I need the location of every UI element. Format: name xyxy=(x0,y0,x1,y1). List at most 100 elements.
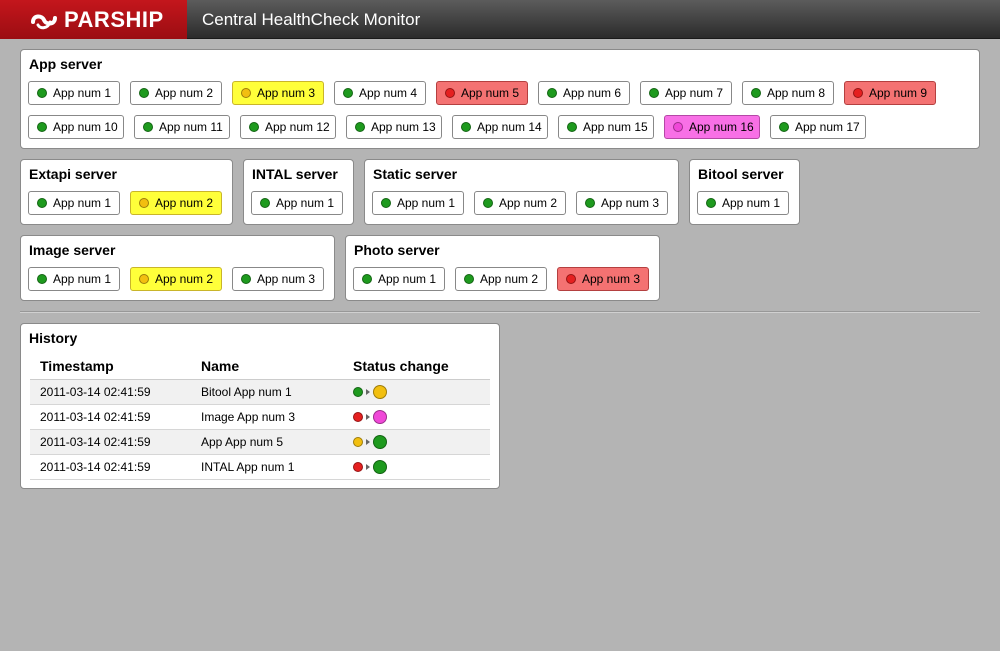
app-status-chip[interactable]: App num 16 xyxy=(664,115,760,139)
app-status-chip[interactable]: App num 13 xyxy=(346,115,442,139)
app-label: App num 9 xyxy=(869,86,928,100)
arrow-right-icon xyxy=(366,388,370,395)
photo-server-panel: Photo server App num 1 App num 2 App num 3 xyxy=(345,235,660,301)
panel-title: INTAL server xyxy=(252,166,338,182)
app-status-chip[interactable]: App num 1 xyxy=(28,191,120,215)
app-status-chip[interactable]: App num 8 xyxy=(742,81,834,105)
app-status-chip[interactable]: App num 15 xyxy=(558,115,654,139)
app-status-chip[interactable]: App num 12 xyxy=(240,115,336,139)
app-label: App num 11 xyxy=(159,120,223,134)
status-ok-icon xyxy=(143,122,153,132)
app-status-chip[interactable]: App num 2 xyxy=(130,191,222,215)
app-label: App num 15 xyxy=(583,120,648,134)
history-table: Timestamp Name Status change 2011-03-14 … xyxy=(30,353,490,480)
app-status-chip[interactable]: App num 10 xyxy=(28,115,124,139)
panel-title: History xyxy=(29,330,78,346)
bitool-server-panel: Bitool server App num 1 xyxy=(689,159,800,225)
app-label: App num 12 xyxy=(265,120,330,134)
panel-title: App server xyxy=(29,56,103,72)
status-ok-icon xyxy=(779,122,789,132)
app-label: App num 10 xyxy=(53,120,118,134)
status-ok-icon xyxy=(353,386,363,397)
app-label: App num 2 xyxy=(499,196,558,210)
table-row: 2011-03-14 02:41:59 Bitool App num 1 xyxy=(30,379,490,405)
table-row: 2011-03-14 02:41:59 Image App num 3 xyxy=(30,404,490,430)
parship-logo-icon xyxy=(31,14,57,29)
status-ok-icon xyxy=(373,459,387,474)
app-label: App num 2 xyxy=(155,272,214,286)
app-label: App num 1 xyxy=(276,196,335,210)
app-status-chip[interactable]: App num 4 xyxy=(334,81,426,105)
app-label: App num 1 xyxy=(53,86,112,100)
status-pink-icon xyxy=(373,409,387,424)
status-error-icon xyxy=(853,88,863,98)
app-status-chip[interactable]: App num 2 xyxy=(455,267,547,291)
app-label: App num 2 xyxy=(155,86,214,100)
app-label: App num 7 xyxy=(665,86,724,100)
app-label: App num 4 xyxy=(359,86,418,100)
app-status-chip[interactable]: App num 3 xyxy=(232,81,324,105)
app-status-chip[interactable]: App num 1 xyxy=(697,191,789,215)
status-ok-icon xyxy=(461,122,471,132)
app-status-chip[interactable]: App num 2 xyxy=(130,267,222,291)
app-label: App num 3 xyxy=(257,86,316,100)
app-label: App num 2 xyxy=(155,196,214,210)
status-change-cell xyxy=(343,454,490,480)
app-label: App num 14 xyxy=(477,120,542,134)
app-label: App num 6 xyxy=(563,86,622,100)
app-status-chip[interactable]: App num 9 xyxy=(844,81,936,105)
status-pink-icon xyxy=(673,122,683,132)
header-bar: PARSHIP Central HealthCheck Monitor xyxy=(0,0,1000,39)
arrow-right-icon xyxy=(366,463,370,470)
app-status-chip[interactable]: App num 1 xyxy=(28,81,120,105)
app-status-chip[interactable]: App num 11 xyxy=(134,115,230,139)
app-status-chip[interactable]: App num 17 xyxy=(770,115,866,139)
app-status-chip[interactable]: App num 14 xyxy=(452,115,548,139)
status-ok-icon xyxy=(260,198,270,208)
table-row: 2011-03-14 02:41:59 App App num 5 xyxy=(30,429,490,455)
column-header-timestamp: Timestamp xyxy=(30,353,191,380)
name-cell: INTAL App num 1 xyxy=(191,454,343,480)
app-status-chip[interactable]: App num 2 xyxy=(474,191,566,215)
status-ok-icon xyxy=(362,274,372,284)
app-label: App num 8 xyxy=(767,86,826,100)
panel-title: Photo server xyxy=(354,242,440,258)
app-label: App num 1 xyxy=(378,272,437,286)
app-status-chip[interactable]: App num 1 xyxy=(353,267,445,291)
app-status-chip[interactable]: App num 3 xyxy=(557,267,649,291)
status-ok-icon xyxy=(373,434,387,449)
app-label: App num 3 xyxy=(257,272,316,286)
app-label: App num 17 xyxy=(795,120,860,134)
status-change-cell xyxy=(343,404,490,430)
status-ok-icon xyxy=(37,122,47,132)
app-label: App num 16 xyxy=(689,120,754,134)
status-error-icon xyxy=(445,88,455,98)
app-label: App num 3 xyxy=(601,196,660,210)
app-server-panel: App server App num 1 App num 2 App num 3 Ap… xyxy=(20,49,980,149)
app-status-chip[interactable]: App num 1 xyxy=(372,191,464,215)
app-status-chip[interactable]: App num 1 xyxy=(28,267,120,291)
status-ok-icon xyxy=(249,122,259,132)
brand-logo[interactable]: PARSHIP xyxy=(0,0,187,39)
app-label: App num 2 xyxy=(480,272,539,286)
status-warn-icon xyxy=(353,436,363,447)
app-status-chip[interactable]: App num 1 xyxy=(251,191,343,215)
name-cell: Bitool App num 1 xyxy=(191,379,343,405)
static-server-panel: Static server App num 1 App num 2 App num … xyxy=(364,159,679,225)
app-status-chip[interactable]: App num 7 xyxy=(640,81,732,105)
status-change-cell xyxy=(343,429,490,455)
app-status-chip[interactable]: App num 5 xyxy=(436,81,528,105)
column-header-status-change: Status change xyxy=(343,353,490,380)
table-header-row: Timestamp Name Status change xyxy=(30,353,490,380)
panel-title: Bitool server xyxy=(698,166,784,182)
status-ok-icon xyxy=(585,198,595,208)
app-status-chip[interactable]: App num 2 xyxy=(130,81,222,105)
app-status-chip[interactable]: App num 3 xyxy=(232,267,324,291)
status-ok-icon xyxy=(706,198,716,208)
status-ok-icon xyxy=(37,274,47,284)
status-ok-icon xyxy=(37,198,47,208)
status-warn-icon xyxy=(241,88,251,98)
arrow-right-icon xyxy=(366,413,370,420)
app-status-chip[interactable]: App num 6 xyxy=(538,81,630,105)
app-status-chip[interactable]: App num 3 xyxy=(576,191,668,215)
